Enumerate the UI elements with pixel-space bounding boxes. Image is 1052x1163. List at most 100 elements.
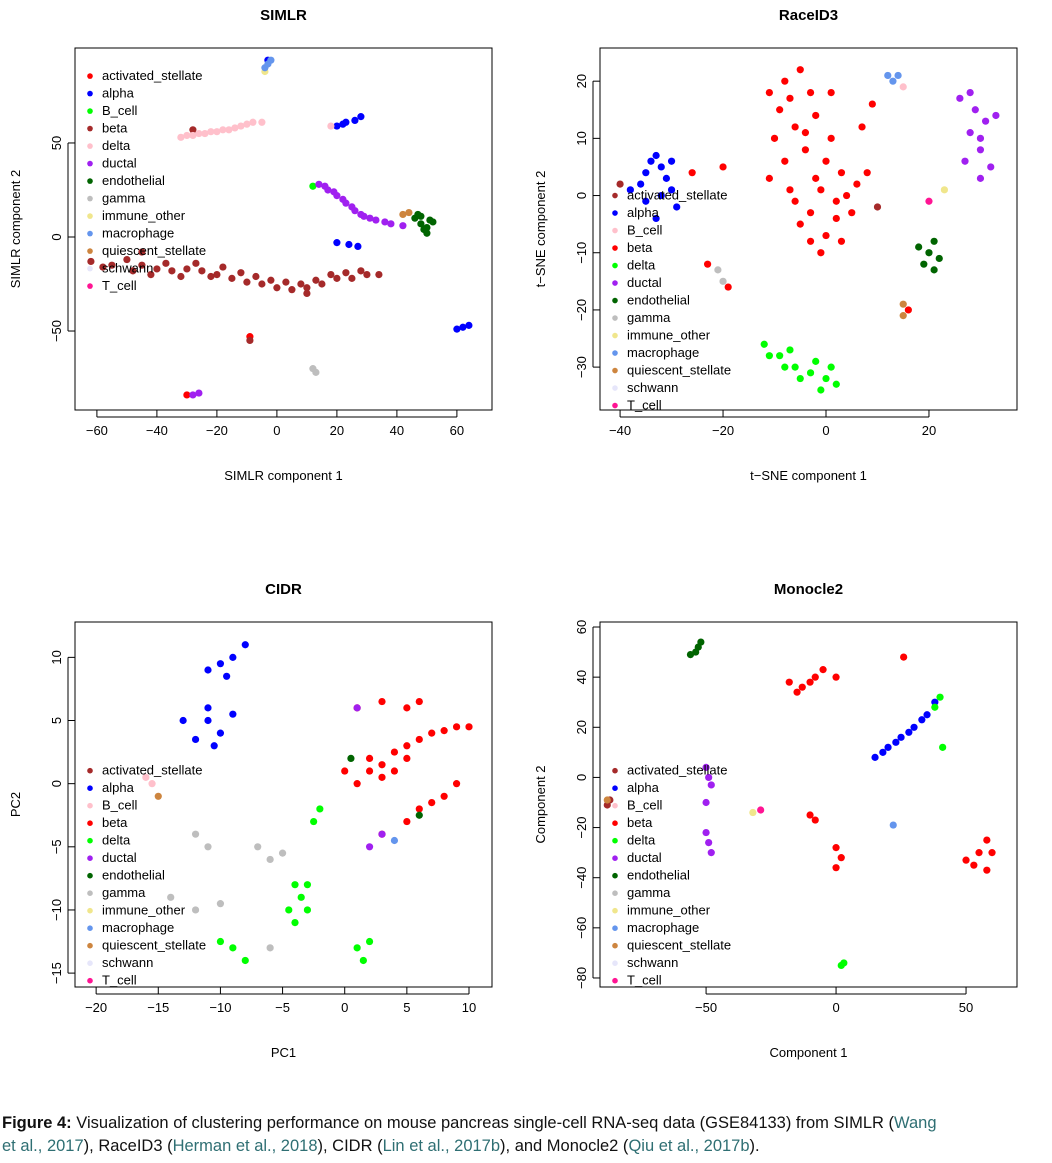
data-point-alpha [657, 191, 665, 200]
data-point-alpha [204, 666, 212, 674]
data-point-quiescent_stellate [405, 208, 413, 217]
data-point-delta [365, 937, 374, 946]
data-point-alpha [626, 186, 634, 194]
data-point-macrophage [884, 71, 892, 80]
y-axis-label: PC2 [8, 792, 23, 817]
y-tick-label: −80 [574, 967, 589, 989]
legend-marker [87, 283, 93, 289]
legend-marker [87, 785, 93, 791]
legend-label: B_cell [627, 223, 663, 238]
data-point-beta [900, 653, 908, 661]
y-tick-label: 5 [49, 717, 64, 724]
data-point-macrophage [889, 77, 897, 85]
citation-link[interactable]: Qiu et al., 2017b [628, 1137, 750, 1155]
citation-link[interactable]: et al., 2017 [2, 1137, 84, 1155]
y-tick-label: 20 [574, 74, 589, 88]
legend-marker [612, 942, 618, 949]
data-point-delta [183, 131, 191, 140]
data-point-delta [359, 956, 367, 965]
data-point-immune_other [940, 186, 949, 194]
legend-label: macrophage [102, 920, 174, 935]
legend-marker [612, 315, 618, 321]
y-tick-label: −10 [574, 242, 589, 264]
data-point-endothelial [429, 218, 437, 226]
data-point-macrophage [267, 56, 275, 64]
data-point-beta [688, 169, 696, 177]
data-point-beta [832, 844, 840, 852]
legend-marker [87, 73, 93, 79]
data-point-beta [765, 89, 773, 97]
citation-link[interactable]: Herman et al., 2018 [172, 1137, 318, 1155]
legend-marker [612, 802, 618, 809]
legend-marker [87, 108, 93, 114]
y-tick-label: −50 [49, 320, 64, 342]
data-point-beta [189, 126, 197, 134]
data-point-T_cell [925, 197, 933, 205]
data-point-alpha [642, 197, 650, 205]
data-point-delta [237, 122, 245, 130]
data-point-endothelial [925, 249, 933, 257]
plot-frame [599, 621, 1018, 988]
data-point-ductal [351, 207, 359, 215]
legend-label: B_cell [102, 103, 138, 118]
data-point-quiescent_stellate [899, 300, 907, 308]
legend-marker [87, 230, 93, 237]
data-point-ductal [324, 186, 332, 194]
data-point-alpha [229, 710, 237, 718]
data-point-beta [357, 267, 365, 275]
data-point-beta [765, 174, 773, 182]
data-point-beta [312, 276, 320, 284]
data-point-macrophage [889, 821, 897, 829]
y-tick-label: 50 [49, 136, 64, 150]
data-point-beta [770, 134, 779, 142]
data-point-endothelial [347, 754, 355, 763]
data-point-delta [195, 129, 203, 138]
data-point-beta [243, 278, 251, 286]
data-point-alpha [351, 116, 359, 124]
data-point-beta [811, 816, 819, 824]
y-tick-label: 20 [574, 720, 589, 734]
data-point-beta [970, 861, 978, 869]
data-point-beta [440, 727, 448, 735]
data-point-delta [219, 126, 227, 134]
x-axis-label: t−SNE component 1 [750, 468, 867, 483]
legend-label: T_cell [627, 398, 662, 413]
data-point-beta [288, 286, 296, 294]
legend-marker [87, 125, 93, 132]
data-point-beta [822, 231, 830, 240]
data-point-beta [806, 237, 815, 245]
citation-link[interactable]: Lin et al., 2017b [382, 1137, 501, 1155]
data-point-delta [303, 906, 312, 914]
data-point-alpha [910, 723, 918, 731]
data-point-beta [303, 284, 311, 292]
data-point-beta [786, 186, 794, 194]
legend-marker [612, 837, 618, 844]
data-point-gamma [191, 830, 200, 838]
data-point-beta [341, 767, 349, 775]
data-point-beta [785, 678, 793, 686]
legend-marker [612, 872, 618, 879]
y-tick-label: −15 [49, 962, 64, 984]
data-point-beta [403, 742, 411, 750]
x-tick-label: 60 [450, 423, 464, 438]
data-point-beta [282, 278, 290, 286]
x-tick-label: −15 [147, 1000, 169, 1015]
data-point-alpha [216, 660, 225, 668]
data-point-ductal [971, 106, 979, 114]
data-points [87, 56, 473, 399]
data-point-beta [428, 729, 436, 737]
data-point-beta [153, 265, 161, 273]
data-point-alpha [647, 157, 655, 165]
data-point-beta [806, 89, 815, 97]
legend-marker [87, 942, 93, 949]
legend-label: B_cell [102, 798, 138, 813]
legend-marker [612, 367, 618, 374]
legend-label: activated_stellate [102, 763, 202, 778]
legend-marker [612, 907, 618, 914]
legend-label: delta [627, 258, 656, 273]
data-point-ductal [705, 839, 713, 847]
data-point-delta [931, 703, 939, 711]
citation-link[interactable]: Wang [894, 1114, 937, 1132]
